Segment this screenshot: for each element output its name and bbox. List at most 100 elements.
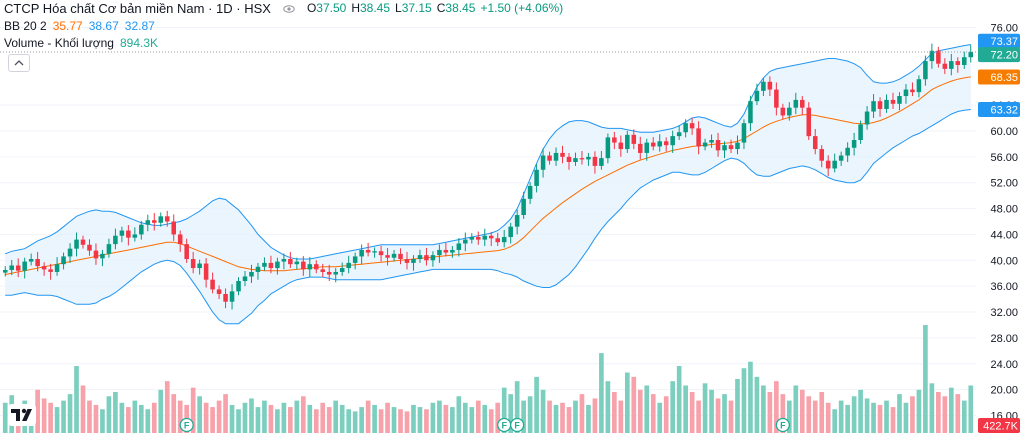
candle-body xyxy=(249,271,254,277)
volume-bar xyxy=(780,394,786,433)
candle xyxy=(586,152,591,166)
tradingview-logo-icon[interactable] xyxy=(8,404,36,426)
candle-body xyxy=(15,265,21,271)
volume-bar xyxy=(404,411,410,433)
candle-body xyxy=(780,107,786,116)
candle xyxy=(793,92,799,115)
candle xyxy=(139,220,144,240)
candle-body xyxy=(126,230,131,238)
candle-body xyxy=(294,261,300,265)
volume-bar xyxy=(352,411,358,433)
volume-bar xyxy=(2,402,8,433)
event-marker[interactable]: F xyxy=(179,417,194,433)
candle xyxy=(255,262,261,280)
volume-bar xyxy=(41,398,47,433)
candle-body xyxy=(689,123,695,129)
candle xyxy=(48,263,53,280)
volume-bar xyxy=(391,407,397,433)
candle-body xyxy=(80,239,86,245)
candle-body xyxy=(22,261,27,271)
bb-basis-value: 35.77 xyxy=(52,19,83,33)
volume-bar xyxy=(774,381,779,433)
volume-bar xyxy=(87,400,92,433)
candle xyxy=(275,257,280,275)
event-marker-label: F xyxy=(501,421,507,431)
candle-body xyxy=(897,96,902,104)
volume-bar xyxy=(942,396,948,433)
volume-bar xyxy=(683,385,688,433)
candle xyxy=(74,232,79,257)
volume-bar xyxy=(741,368,747,433)
candle-body xyxy=(93,250,99,259)
bollinger-lower-line xyxy=(5,109,971,325)
price-tick-label: 28.00 xyxy=(990,333,1018,345)
volume-bar xyxy=(501,387,507,433)
price-tick-label: 48.00 xyxy=(990,204,1018,216)
candle xyxy=(709,134,714,148)
candle xyxy=(929,43,935,69)
candle xyxy=(612,131,617,150)
price-badge-text: 68.35 xyxy=(990,72,1018,84)
candle-body xyxy=(670,136,675,146)
volume-bar xyxy=(462,402,468,433)
event-marker-circle xyxy=(510,417,525,433)
eye-icon[interactable] xyxy=(283,3,295,15)
candle xyxy=(638,136,643,160)
candle-body xyxy=(560,152,565,157)
event-marker[interactable]: F xyxy=(510,417,525,433)
candle-body xyxy=(968,52,974,58)
volume-bar xyxy=(586,404,591,433)
candle-body xyxy=(275,261,280,269)
event-marker[interactable]: F xyxy=(497,417,512,433)
volume-bar xyxy=(786,400,792,433)
volume-bar xyxy=(132,400,138,433)
candle xyxy=(722,141,727,159)
candle-body xyxy=(314,264,319,270)
candle xyxy=(871,94,876,119)
candle xyxy=(15,258,21,278)
volume-bar xyxy=(845,404,850,433)
volume-bar xyxy=(210,407,215,433)
event-marker-label: F xyxy=(184,421,190,431)
candle-body xyxy=(171,221,176,235)
candle xyxy=(404,251,410,270)
candle-body xyxy=(456,243,462,250)
candle xyxy=(482,228,488,247)
volume-bar xyxy=(631,376,637,433)
candle xyxy=(547,151,552,165)
candle-body xyxy=(113,235,118,245)
volume-bar xyxy=(242,402,248,433)
candle-body xyxy=(132,234,138,238)
candle xyxy=(767,76,773,97)
volume-bar xyxy=(93,404,99,433)
volume-bar xyxy=(288,407,293,433)
volume-bar xyxy=(275,409,280,433)
bb-indicator-label[interactable]: BB 20 2 xyxy=(4,19,47,33)
price-axis[interactable]: 76.0064.0060.0056.0052.0048.0044.0040.00… xyxy=(976,0,1024,435)
candle-body xyxy=(378,251,384,256)
candle xyxy=(54,257,60,276)
candle xyxy=(521,191,526,219)
candle-body xyxy=(152,220,157,223)
event-marker[interactable]: F xyxy=(775,417,790,433)
volume-indicator-label[interactable]: Volume - Khối lượng xyxy=(4,36,114,50)
volume-bar xyxy=(657,402,663,433)
candle xyxy=(294,257,300,270)
volume-bar xyxy=(203,402,209,433)
candle-body xyxy=(787,107,792,116)
volume-bar xyxy=(605,381,611,433)
candle-body xyxy=(301,261,306,270)
candle-body xyxy=(463,239,468,244)
volume-bar xyxy=(858,389,863,433)
change-value: +1.50 (+4.06%) xyxy=(480,1,564,15)
volume-bar xyxy=(514,381,520,433)
volume-bar xyxy=(547,400,552,433)
symbol-title[interactable]: CTCP Hóa chất Cơ bản miền Nam · 1D · HSX xyxy=(4,1,271,16)
candle-body xyxy=(586,156,591,160)
volume-bar xyxy=(540,389,546,433)
collapse-legend-button[interactable] xyxy=(8,54,30,72)
candle-body xyxy=(702,142,708,147)
candle xyxy=(761,77,766,97)
